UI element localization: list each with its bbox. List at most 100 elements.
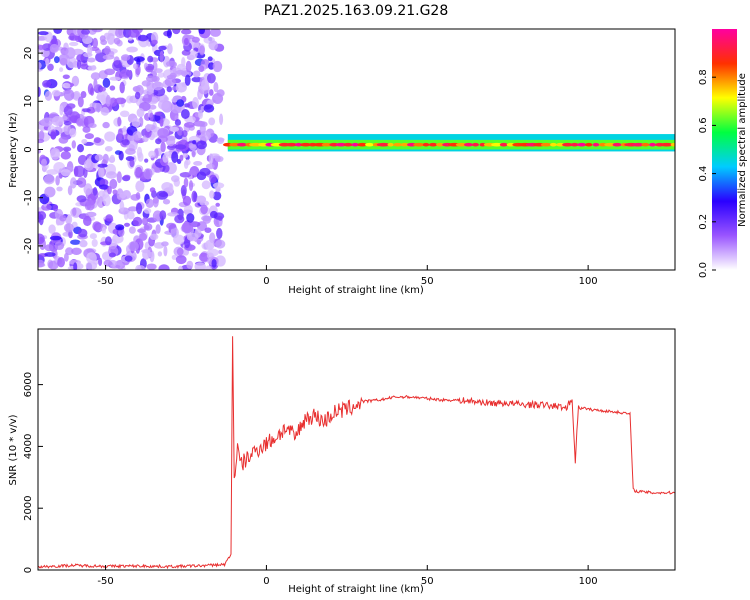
noise-blob bbox=[177, 265, 184, 270]
noise-blob bbox=[132, 216, 143, 227]
noise-blob bbox=[105, 236, 112, 246]
noise-blob bbox=[38, 138, 45, 144]
noise-blob bbox=[89, 233, 97, 240]
noise-blob bbox=[216, 227, 223, 240]
colorbar-tick-label: 0.8 bbox=[698, 69, 709, 85]
y-tick-label: 0 bbox=[23, 567, 34, 573]
noise-blob bbox=[216, 137, 225, 144]
noise-blob bbox=[145, 198, 154, 208]
noise-blob bbox=[179, 154, 184, 162]
noise-blob bbox=[179, 172, 192, 178]
noise-blob bbox=[92, 187, 98, 196]
noise-blob bbox=[212, 191, 222, 201]
noise-blob bbox=[121, 54, 131, 61]
noise-blob bbox=[157, 128, 169, 139]
noise-blob bbox=[83, 159, 95, 171]
noise-blob bbox=[49, 235, 62, 241]
noise-blob bbox=[44, 252, 56, 257]
noise-blob bbox=[157, 251, 163, 257]
noise-blob bbox=[207, 73, 216, 84]
noise-blob bbox=[87, 44, 93, 56]
noise-blob bbox=[42, 43, 52, 51]
noise-blob bbox=[109, 76, 121, 81]
noise-blob bbox=[208, 153, 214, 165]
noise-blob bbox=[122, 125, 127, 135]
noise-blob bbox=[215, 255, 226, 267]
noise-blob bbox=[92, 37, 98, 49]
noise-blob bbox=[103, 259, 113, 267]
noise-blob bbox=[171, 97, 178, 103]
noise-blob bbox=[44, 186, 56, 198]
signal-peak bbox=[479, 142, 486, 147]
noise-blob bbox=[142, 89, 153, 96]
noise-blob bbox=[69, 128, 77, 138]
chart-title: PAZ1.2025.163.09.21.G28 bbox=[264, 3, 449, 19]
noise-blob bbox=[200, 204, 208, 215]
noise-blob bbox=[186, 260, 194, 269]
noise-blob bbox=[49, 43, 59, 53]
colorbar-ramp bbox=[712, 29, 737, 270]
noise-blob bbox=[162, 153, 169, 163]
snr-series-line bbox=[37, 336, 676, 570]
noise-blob bbox=[102, 77, 111, 88]
noise-blob bbox=[205, 163, 215, 170]
signal-peak bbox=[237, 142, 247, 147]
noise-blob bbox=[183, 37, 189, 46]
noise-blob bbox=[124, 222, 130, 227]
noise-blob bbox=[92, 221, 102, 232]
noise-blob bbox=[193, 161, 203, 166]
noise-blob bbox=[194, 262, 206, 270]
noise-blob bbox=[135, 180, 145, 193]
noise-blob bbox=[43, 174, 55, 185]
noise-blob bbox=[53, 162, 66, 173]
noise-blob bbox=[137, 34, 149, 42]
signal-peak bbox=[335, 142, 347, 147]
signal-peak bbox=[428, 142, 438, 147]
noise-blob bbox=[98, 166, 105, 179]
noise-blob bbox=[143, 208, 152, 214]
noise-blob bbox=[183, 177, 189, 188]
noise-blob bbox=[42, 166, 47, 173]
noise-blob bbox=[159, 50, 164, 63]
noise-blob bbox=[107, 185, 112, 195]
noise-blob bbox=[56, 186, 63, 192]
noise-blob bbox=[104, 68, 116, 76]
y-tick-label: -20 bbox=[23, 238, 34, 254]
noise-blob bbox=[166, 86, 172, 93]
noise-blob bbox=[67, 185, 73, 196]
y-tick-label: 10 bbox=[23, 95, 34, 108]
noise-blob bbox=[71, 140, 77, 149]
noise-blob bbox=[66, 103, 76, 109]
noise-blob bbox=[199, 167, 211, 176]
noise-blob bbox=[128, 206, 138, 212]
noise-blob bbox=[191, 190, 197, 203]
noise-blob bbox=[201, 242, 213, 251]
noise-blob bbox=[136, 108, 145, 118]
signal-peak bbox=[258, 142, 269, 147]
noise-blob bbox=[191, 252, 199, 257]
noise-blob bbox=[88, 123, 97, 129]
noise-blob bbox=[136, 202, 143, 215]
noise-blob bbox=[104, 131, 116, 142]
noise-blob bbox=[174, 144, 187, 150]
colorbar-tick-label: 0.6 bbox=[698, 117, 709, 133]
noise-blob bbox=[105, 171, 118, 179]
noise-blob bbox=[98, 184, 109, 190]
noise-blob bbox=[91, 29, 103, 33]
noise-blob bbox=[115, 259, 126, 270]
noise-blob bbox=[80, 91, 87, 99]
noise-blob bbox=[167, 212, 179, 217]
noise-blob bbox=[102, 121, 110, 129]
snr-axes: -50 0 50 100 0 2000 4000 6000 bbox=[23, 372, 598, 587]
spectrogram-panel: -50 0 50 100 -20 -10 0 10 20 Height of straight … bbox=[8, 28, 676, 296]
noise-blob bbox=[144, 158, 149, 163]
noise-blob bbox=[44, 244, 54, 252]
noise-blob bbox=[76, 195, 87, 203]
y-tick-label: -10 bbox=[23, 190, 34, 206]
noise-blob bbox=[38, 149, 42, 154]
noise-blob bbox=[124, 148, 136, 155]
noise-blob bbox=[215, 202, 220, 207]
noise-blob bbox=[156, 190, 169, 200]
noise-blob bbox=[205, 265, 212, 270]
